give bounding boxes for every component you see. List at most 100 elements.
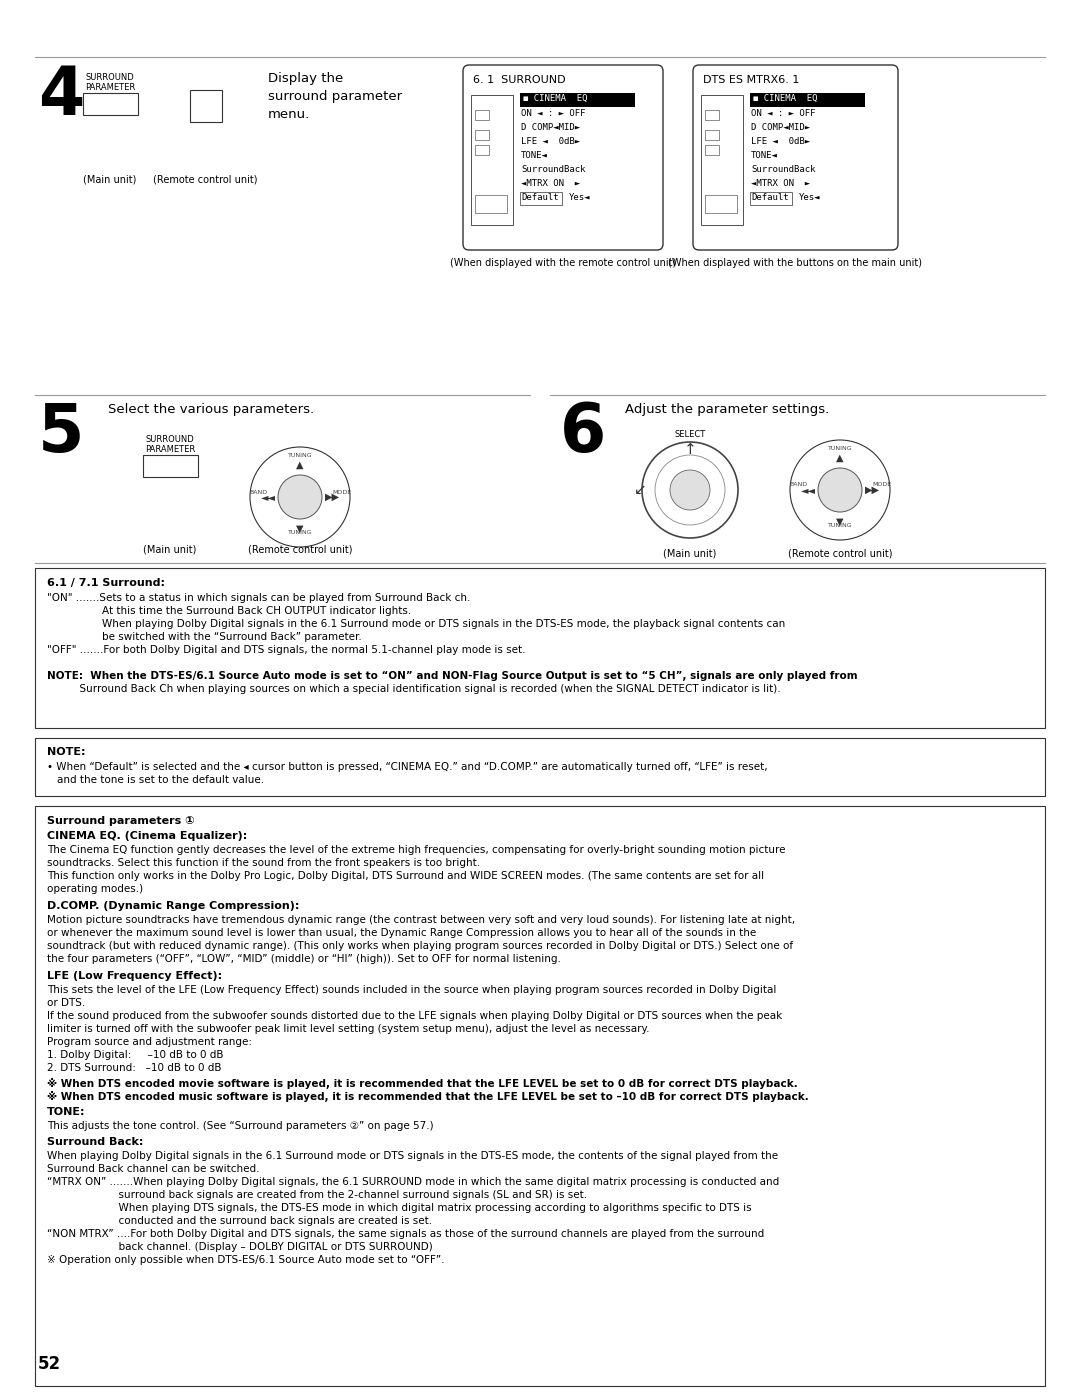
Text: If the sound produced from the subwoofer sounds distorted due to the LFE signals: If the sound produced from the subwoofer… (48, 1011, 782, 1021)
Text: the four parameters (“OFF”, “LOW”, “MID” (middle) or “HI” (high)). Set to OFF fo: the four parameters (“OFF”, “LOW”, “MID”… (48, 954, 561, 964)
Bar (35, 806, 1045, 1386)
Text: 2. DTS Surround:   –10 dB to 0 dB: 2. DTS Surround: –10 dB to 0 dB (48, 1063, 221, 1073)
Circle shape (818, 469, 862, 512)
Text: DTS ES MTRX6. 1: DTS ES MTRX6. 1 (703, 76, 799, 85)
Text: Surround parameters ①: Surround parameters ① (48, 816, 194, 825)
Text: ▼: ▼ (836, 518, 843, 527)
Text: BAND: BAND (248, 490, 267, 494)
Bar (35, 568, 1045, 727)
Bar (475, 111, 489, 120)
Text: This adjusts the tone control. (See “Surround parameters ②” on page 57.): This adjusts the tone control. (See “Sur… (48, 1121, 434, 1130)
Text: conducted and the surround back signals are created is set.: conducted and the surround back signals … (48, 1216, 432, 1226)
Text: (Remote control unit): (Remote control unit) (247, 546, 352, 555)
Text: ▲: ▲ (836, 453, 843, 463)
Text: TUNING: TUNING (287, 530, 312, 534)
Bar (471, 95, 513, 225)
Text: TONE:: TONE: (48, 1107, 85, 1116)
Bar (190, 90, 222, 122)
Text: soundtrack (but with reduced dynamic range). (This only works when playing progr: soundtrack (but with reduced dynamic ran… (48, 942, 793, 951)
Text: Display the: Display the (268, 71, 343, 85)
Text: ◄MTRX ON  ►: ◄MTRX ON ► (521, 179, 580, 187)
Text: When playing Dolby Digital signals in the 6.1 Surround mode or DTS signals in th: When playing Dolby Digital signals in th… (102, 618, 785, 630)
Text: menu.: menu. (268, 108, 310, 120)
Text: Adjust the parameter settings.: Adjust the parameter settings. (625, 403, 829, 416)
Text: "ON" .......Sets to a status in which signals can be played from Surround Back c: "ON" .......Sets to a status in which si… (48, 593, 471, 603)
Text: ▲: ▲ (296, 460, 303, 470)
Text: NOTE:  When the DTS-ES/6.1 Source Auto mode is set to “ON” and NON-Flag Source O: NOTE: When the DTS-ES/6.1 Source Auto mo… (48, 672, 858, 681)
Text: be switched with the “Surround Back” parameter.: be switched with the “Surround Back” par… (102, 632, 362, 642)
Text: LFE ◄  0dB►: LFE ◄ 0dB► (751, 137, 810, 145)
Text: 5: 5 (38, 400, 84, 466)
Text: SurroundBack: SurroundBack (521, 165, 585, 173)
Text: back channel. (Display – DOLBY DIGITAL or DTS SURROUND): back channel. (Display – DOLBY DIGITAL o… (48, 1242, 433, 1252)
Text: NOTE:: NOTE: (48, 747, 85, 757)
Bar (519, 92, 635, 106)
Text: Surround Back:: Surround Back: (48, 1137, 144, 1147)
Text: MODE: MODE (873, 483, 892, 487)
Bar (705, 111, 719, 120)
Text: ※ When DTS encoded music software is played, it is recommended that the LFE LEVE: ※ When DTS encoded music software is pla… (48, 1091, 809, 1102)
Text: Yes◄: Yes◄ (569, 193, 591, 201)
Text: This function only works in the Dolby Pro Logic, Dolby Digital, DTS Surround and: This function only works in the Dolby Pr… (48, 872, 765, 881)
Text: Default: Default (521, 193, 558, 201)
Text: TUNING: TUNING (827, 523, 852, 527)
Text: Select the various parameters.: Select the various parameters. (108, 403, 314, 416)
Text: ▶▶: ▶▶ (864, 485, 879, 495)
Text: Surround Back channel can be switched.: Surround Back channel can be switched. (48, 1164, 259, 1174)
Text: (Main unit): (Main unit) (663, 548, 717, 558)
Text: SURROUND
PARAMETER: SURROUND PARAMETER (85, 73, 135, 92)
Text: TUNING: TUNING (287, 453, 312, 457)
Text: 6.1 / 7.1 Surround:: 6.1 / 7.1 Surround: (48, 578, 165, 588)
Circle shape (670, 470, 710, 511)
Text: 4: 4 (38, 63, 84, 129)
Text: “NON MTRX” ....For both Dolby Digital and DTS signals, the same signals as those: “NON MTRX” ....For both Dolby Digital an… (48, 1228, 765, 1240)
Bar (705, 130, 719, 140)
Bar (705, 145, 719, 155)
Text: 6. 1  SURROUND: 6. 1 SURROUND (473, 76, 566, 85)
Bar (143, 455, 198, 477)
Text: ON ◄ : ► OFF: ON ◄ : ► OFF (751, 109, 815, 118)
Bar (475, 145, 489, 155)
Bar (705, 194, 737, 213)
Text: ▶▶: ▶▶ (324, 492, 339, 502)
Text: Motion picture soundtracks have tremendous dynamic range (the contrast between v: Motion picture soundtracks have tremendo… (48, 915, 795, 925)
Text: D.COMP. (Dynamic Range Compression):: D.COMP. (Dynamic Range Compression): (48, 901, 299, 911)
Text: soundtracks. Select this function if the sound from the front speakers is too br: soundtracks. Select this function if the… (48, 858, 481, 867)
Text: • When “Default” is selected and the ◂ cursor button is pressed, “CINEMA EQ.” an: • When “Default” is selected and the ◂ c… (48, 762, 768, 772)
Bar (475, 194, 507, 213)
Text: This sets the level of the LFE (Low Frequency Effect) sounds included in the sou: This sets the level of the LFE (Low Freq… (48, 985, 777, 995)
Bar (83, 92, 138, 115)
Bar (519, 192, 562, 206)
Text: The Cinema EQ function gently decreases the level of the extreme high frequencie: The Cinema EQ function gently decreases … (48, 845, 785, 855)
Text: MODE: MODE (333, 490, 352, 494)
Text: SurroundBack: SurroundBack (751, 165, 815, 173)
Text: ↑: ↑ (684, 442, 697, 457)
Text: (When displayed with the buttons on the main unit): (When displayed with the buttons on the … (669, 257, 922, 269)
Text: LFE ◄  0dB►: LFE ◄ 0dB► (521, 137, 580, 145)
Text: surround back signals are created from the 2-channel surround signals (SL and SR: surround back signals are created from t… (48, 1191, 588, 1200)
Text: (When displayed with the remote control unit): (When displayed with the remote control … (450, 257, 676, 269)
Text: SURROUND
PARAMETER: SURROUND PARAMETER (145, 435, 195, 455)
Text: When playing Dolby Digital signals in the 6.1 Surround mode or DTS signals in th: When playing Dolby Digital signals in th… (48, 1151, 778, 1161)
Text: When playing DTS signals, the DTS-ES mode in which digital matrix processing acc: When playing DTS signals, the DTS-ES mod… (48, 1203, 752, 1213)
Text: D COMP◄MID►: D COMP◄MID► (751, 123, 810, 132)
Text: 1. Dolby Digital:     –10 dB to 0 dB: 1. Dolby Digital: –10 dB to 0 dB (48, 1051, 224, 1060)
Text: ◄MTRX ON  ►: ◄MTRX ON ► (751, 179, 810, 187)
Text: “MTRX ON” .......When playing Dolby Digital signals, the 6.1 SURROUND mode in wh: “MTRX ON” .......When playing Dolby Digi… (48, 1177, 780, 1186)
Text: "OFF" .......For both Dolby Digital and DTS signals, the normal 5.1-channel play: "OFF" .......For both Dolby Digital and … (48, 645, 526, 655)
Text: TUNING: TUNING (827, 446, 852, 450)
Text: ◼ CINEMA  EQ: ◼ CINEMA EQ (753, 94, 818, 104)
Bar (475, 130, 489, 140)
Text: ※ When DTS encoded movie software is played, it is recommended that the LFE LEVE: ※ When DTS encoded movie software is pla… (48, 1079, 798, 1088)
Text: ※ Operation only possible when DTS-ES/6.1 Source Auto mode set to “OFF”.: ※ Operation only possible when DTS-ES/6.… (48, 1255, 445, 1265)
Text: and the tone is set to the default value.: and the tone is set to the default value… (57, 775, 265, 785)
Text: LFE (Low Frequency Effect):: LFE (Low Frequency Effect): (48, 971, 222, 981)
Text: ON ◄ : ► OFF: ON ◄ : ► OFF (521, 109, 585, 118)
Text: ◄◄: ◄◄ (800, 485, 815, 495)
Bar (701, 95, 743, 225)
Text: ◼ CINEMA  EQ: ◼ CINEMA EQ (523, 94, 588, 104)
Text: or DTS.: or DTS. (48, 997, 85, 1009)
Text: (Main unit): (Main unit) (83, 173, 137, 185)
Text: BAND: BAND (788, 483, 807, 487)
Text: (Main unit): (Main unit) (144, 546, 197, 555)
